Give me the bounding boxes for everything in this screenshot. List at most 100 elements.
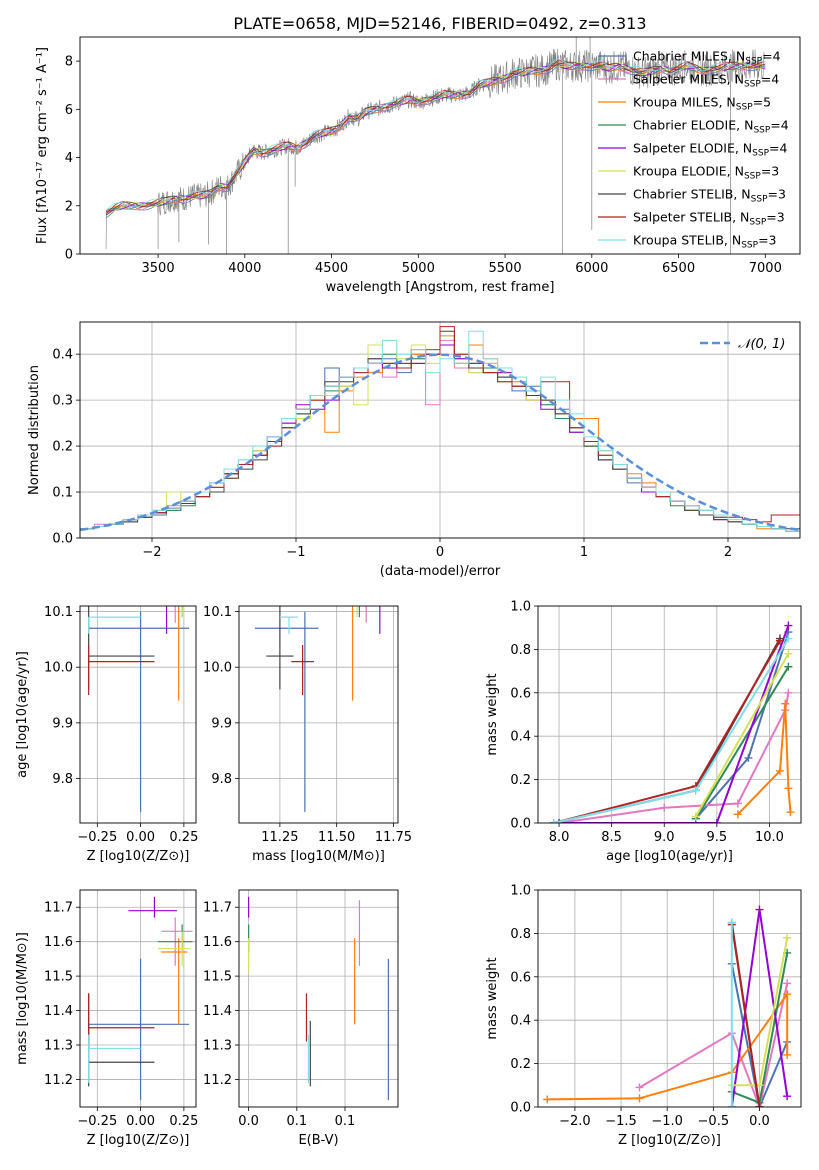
legend-subscript: SSP	[753, 126, 770, 136]
legend-model: Kroupa MILES, N	[633, 95, 736, 110]
x-axis-label: mass [log10(M/M⊙)]	[252, 849, 385, 864]
weight-marker	[783, 1092, 792, 1101]
legend-count: =4	[762, 49, 780, 64]
weight-vs-Z-plot-area	[538, 890, 801, 1107]
weight-marker	[543, 1095, 552, 1104]
x-tick-label: 8.5	[601, 830, 622, 845]
x-tick-label: 6000	[575, 261, 608, 276]
x-axis-label: Z [log10(Z/Z⊙)]	[87, 1133, 190, 1148]
weight-vs-Z-panel: −2.0 −1.5 −1.0 −0.5 0.0 0.0 0.2 0.4 0.6 0.8 1.0 Z […	[485, 884, 802, 1148]
weight-marker	[712, 819, 721, 823]
x-tick-label: −1	[286, 545, 305, 560]
legend-model: Chabrier MILES, N	[633, 49, 745, 64]
y-tick-label: 2	[65, 199, 73, 214]
legend-label: Salpeter MILES, NSSP=4	[633, 72, 779, 90]
y-axis-label: Normed distribution	[27, 365, 42, 495]
x-axis-label: Z [log10(Z/Z⊙)]	[618, 1133, 721, 1148]
y-tick-label: 10.0	[44, 661, 73, 676]
y-tick-label: 11.4	[203, 1004, 232, 1019]
mass-vs-Z-plot-area	[80, 890, 196, 1107]
x-tick-label: 0.00	[126, 830, 155, 845]
y-tick-label: 10.1	[203, 605, 232, 620]
mass-vs-EBV-frame	[238, 889, 399, 1108]
x-tick-label: 10.0	[755, 830, 784, 845]
x-tick-label: 0.0	[749, 1114, 770, 1129]
legend-model: Kroupa STELIB, N	[633, 233, 741, 248]
y-tick-label: 11.2	[44, 1073, 73, 1088]
model-spectrum-line	[105, 61, 766, 213]
legend-count: =4	[769, 141, 787, 156]
y-tick-label: 0.8	[510, 643, 531, 658]
y-tick-label: 11.4	[44, 1004, 73, 1019]
weight-marker	[783, 990, 792, 999]
weight-vs-age-frame	[537, 605, 802, 824]
age-vs-Z-panel: −0.25 0.00 0.25 9.8 9.9 10.0 10.1 Z [log10(Z/Z⊙…	[15, 605, 198, 864]
y-tick-label: 10.0	[203, 661, 232, 676]
legend-model: Salpeter STELIB, N	[633, 210, 749, 225]
legend-count: =4	[761, 72, 779, 87]
model-spectrum-line	[105, 58, 766, 211]
x-tick-label: 4500	[315, 261, 348, 276]
y-tick-label: 0.0	[52, 532, 73, 547]
legend-label: Kroupa STELIB, NSSP=3	[633, 233, 777, 251]
x-tick-label: −0.25	[77, 1114, 117, 1129]
weight-marker	[727, 918, 736, 927]
x-axis-label: Z [log10(Z/Z⊙)]	[87, 849, 190, 864]
legend-label: Chabrier MILES, NSSP=4	[633, 49, 781, 67]
weight-line	[730, 924, 761, 1107]
mass-vs-Z-panel: −0.25 0.00 0.25 11.2 11.3 11.4 11.5 11.6 11.7 Z […	[15, 889, 198, 1148]
x-tick-label: 1	[580, 545, 588, 560]
weight-line	[553, 637, 790, 823]
legend-model: Chabrier STELIB, N	[633, 187, 751, 202]
legend-count: =3	[761, 164, 779, 179]
weight-marker	[635, 1094, 644, 1103]
x-tick-label: 9.5	[706, 830, 727, 845]
y-axis-label: mass weight	[485, 673, 500, 755]
age-vs-mass-frame	[238, 605, 399, 824]
legend-label: Chabrier ELODIE, NSSP=4	[633, 118, 789, 136]
legend-count: =3	[766, 210, 784, 225]
legend-label: Salpeter ELODIE, NSSP=4	[633, 141, 788, 159]
weight-marker	[784, 634, 793, 643]
legend-label: Salpeter STELIB, NSSP=3	[633, 210, 785, 228]
x-axis-label: E(B-V)	[298, 1133, 338, 1148]
y-tick-label: 1.0	[510, 600, 531, 615]
gaussian-curve	[80, 353, 800, 532]
weight-marker	[733, 799, 742, 808]
panels: 3500 4000 4500 5000 5500 6000 6500 7000 0 2 4 6 8 wav…	[15, 36, 802, 1148]
age-vs-mass-plot-area	[239, 606, 398, 823]
residuals-plot-area	[80, 322, 800, 538]
x-tick-label: −2	[142, 545, 161, 560]
x-tick-label: 6500	[662, 261, 695, 276]
weight-marker	[755, 905, 764, 914]
legend-subscript: SSP	[736, 103, 753, 113]
weight-line	[694, 653, 790, 817]
y-tick-label: 11.5	[203, 970, 232, 985]
weight-marker	[549, 819, 558, 823]
y-axis-label: mass weight	[485, 957, 500, 1039]
weight-marker	[691, 812, 700, 821]
weight-marker	[744, 753, 753, 762]
x-axis-label: (data-model)/error	[380, 564, 501, 579]
y-tick-label: 0.0	[510, 1101, 531, 1116]
x-tick-label: 0.00	[126, 1114, 155, 1129]
mass-vs-EBV-plot-area	[239, 890, 398, 1107]
weight-line	[553, 638, 781, 823]
age-vs-Z-plot-area	[80, 606, 196, 823]
y-axis-label: Flux [fλ10⁻¹⁷ erg cm⁻² s⁻¹ A⁻¹]	[35, 47, 50, 244]
x-tick-label: 11.25	[261, 830, 298, 845]
data-spectrum-line	[105, 48, 766, 250]
weight-marker	[784, 688, 793, 697]
y-axis-label: age [log10(age/yr)]	[15, 651, 30, 778]
x-tick-label: 3500	[142, 261, 175, 276]
weight-marker	[784, 662, 793, 671]
weight-marker	[755, 1103, 764, 1107]
weight-marker	[783, 1050, 792, 1059]
weight-line	[553, 640, 781, 823]
model-spectrum-line	[105, 61, 766, 216]
weight-marker	[691, 786, 700, 795]
y-tick-label: 11.6	[44, 935, 73, 950]
weight-vs-age-panel: 8.0 8.5 9.0 9.5 10.0 0.0 0.2 0.4 0.6 0.8 1.0 age [l…	[485, 600, 802, 864]
